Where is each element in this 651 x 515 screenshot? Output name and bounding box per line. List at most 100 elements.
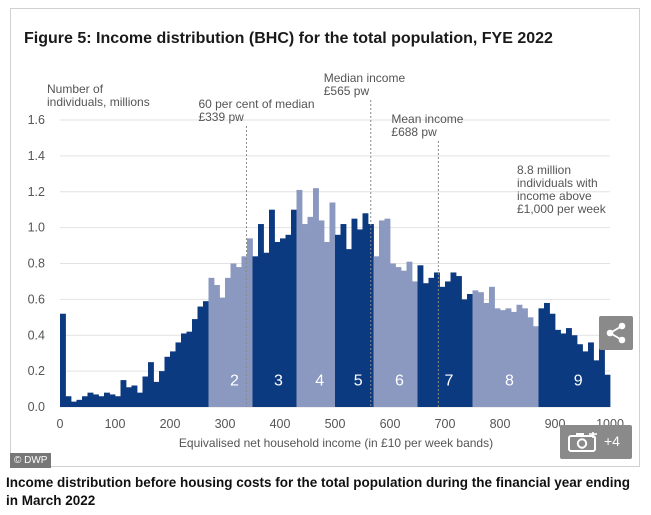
bar [604, 374, 611, 407]
reference-line-label: Mean income [391, 112, 463, 126]
bar [263, 252, 270, 407]
decile-label: 3 [274, 372, 283, 389]
y-axis-ticks: 0.0 0.2 0.4 0.6 0.8 1.0 1.2 1.4 1.6 [28, 113, 45, 414]
bar [318, 220, 325, 407]
bar [98, 396, 105, 407]
bar [450, 272, 457, 407]
bar [302, 224, 308, 407]
reference-line-label: £565 pw [324, 84, 370, 98]
share-button[interactable] [599, 316, 633, 350]
x-tick-label: 300 [215, 417, 236, 431]
decile-label: 9 [574, 372, 583, 389]
bar [291, 209, 297, 407]
bar [401, 270, 407, 407]
bar [549, 313, 556, 407]
x-tick-label: 700 [435, 417, 456, 431]
bar [65, 396, 72, 407]
bar [153, 381, 160, 407]
bar [494, 308, 501, 407]
bar [274, 241, 281, 407]
bar [197, 306, 204, 407]
bar [439, 286, 446, 407]
decile-labels: 1 2 3 4 5 6 7 8 9 [134, 372, 583, 389]
bar [483, 302, 490, 407]
x-axis-ticks: 0 100 200 300 400 500 600 700 800 900 1000 [57, 417, 624, 431]
bar [445, 281, 451, 407]
reference-line-label: £339 pw [198, 110, 244, 124]
bar [467, 293, 473, 407]
y-axis-label-line-2: individuals, millions [47, 95, 150, 109]
bar [335, 234, 341, 407]
reference-lines: 60 per cent of median£339 pw Median incom… [198, 71, 464, 407]
annotation-line: income above [517, 189, 592, 203]
x-tick-label: 400 [270, 417, 291, 431]
bar [346, 249, 352, 407]
bar [505, 308, 512, 407]
bar [373, 256, 380, 407]
bar [472, 290, 479, 407]
annotation-line: individuals with [517, 176, 598, 190]
bar [489, 286, 495, 407]
x-tick-label: 500 [325, 417, 346, 431]
bar [395, 267, 402, 407]
gallery-count: +4 [604, 433, 620, 449]
bar [461, 299, 468, 407]
chart-title: Figure 5: Income distribution (BHC) for … [24, 30, 553, 47]
bar [582, 351, 589, 407]
bar [208, 277, 215, 407]
bar [104, 392, 110, 407]
gallery-button[interactable]: +4 [560, 425, 632, 459]
bar [428, 277, 435, 407]
y-axis-label-line-1: Number of [47, 82, 104, 96]
bar [417, 265, 424, 407]
bar [390, 263, 396, 407]
bar [76, 399, 83, 407]
bar [599, 338, 605, 407]
bar [527, 317, 534, 407]
bar [126, 387, 132, 407]
x-tick-label: 600 [380, 417, 401, 431]
bar [280, 238, 286, 407]
bar [247, 238, 253, 407]
bar [137, 392, 143, 407]
bar [170, 351, 176, 407]
y-tick-label: 1.4 [28, 149, 45, 163]
decile-label: 4 [315, 372, 324, 389]
bar [252, 256, 259, 407]
bar [225, 277, 231, 407]
reference-line-label: Median income [324, 71, 406, 85]
bar [71, 401, 77, 407]
bar [516, 304, 523, 407]
bar [87, 392, 94, 407]
bar [412, 281, 418, 407]
decile-label: 7 [445, 372, 454, 389]
bar [307, 216, 314, 407]
bar [164, 356, 171, 407]
bar [186, 331, 193, 407]
bar [379, 220, 385, 407]
y-tick-label: 0.8 [28, 257, 45, 271]
bar [384, 218, 391, 407]
decile-label: 6 [395, 372, 404, 389]
histogram-bars [60, 188, 611, 407]
x-tick-label: 200 [160, 417, 181, 431]
bar [362, 213, 369, 407]
bar [368, 224, 374, 407]
bar [588, 342, 594, 407]
bar [456, 276, 462, 407]
camera-icon [568, 432, 597, 452]
bar [313, 188, 319, 407]
image-credit: © DWP [10, 453, 52, 468]
figure-caption: Income distribution before housing costs… [6, 475, 631, 508]
bar [329, 202, 336, 407]
bar [571, 335, 578, 407]
bar [434, 272, 440, 407]
y-tick-label: 0.6 [28, 292, 45, 306]
bar [236, 267, 242, 407]
bar [351, 218, 358, 407]
bar [340, 224, 347, 407]
bar [500, 310, 506, 407]
bar [593, 360, 600, 407]
share-icon [606, 322, 626, 344]
